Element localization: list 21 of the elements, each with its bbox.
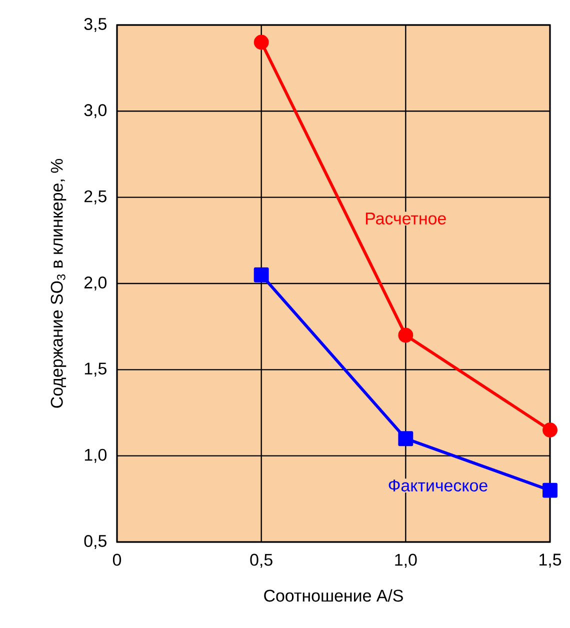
y-tick-label: 2,0 bbox=[84, 276, 107, 290]
point bbox=[398, 431, 414, 446]
y-tick-label: 3,5 bbox=[84, 18, 106, 32]
point bbox=[398, 328, 414, 343]
y-tick-label: 3,0 bbox=[84, 104, 107, 118]
x-tick-label: 0,5 bbox=[250, 554, 272, 568]
y-tick-label: 1,0 bbox=[84, 448, 107, 463]
x-tick-label: 1,0 bbox=[395, 554, 417, 568]
point bbox=[254, 34, 269, 50]
x-tick-label: 1,5 bbox=[540, 554, 562, 568]
point bbox=[542, 482, 558, 498]
y-tick-label: 2,5 bbox=[84, 190, 106, 204]
series-label: Фактическое bbox=[388, 480, 488, 492]
y-tick-label: 1,5 bbox=[84, 362, 106, 377]
y-axis-title: Содержание SO$_{3}$ в клинкере, % bbox=[50, 158, 66, 408]
x-tick-label: 0 bbox=[112, 554, 122, 566]
x-axis-title: Соотношение A/S bbox=[264, 589, 403, 602]
point bbox=[542, 422, 558, 438]
point bbox=[254, 267, 269, 282]
series-label: Расчетное bbox=[366, 212, 446, 225]
y-tick-label: 0,5 bbox=[84, 534, 106, 549]
